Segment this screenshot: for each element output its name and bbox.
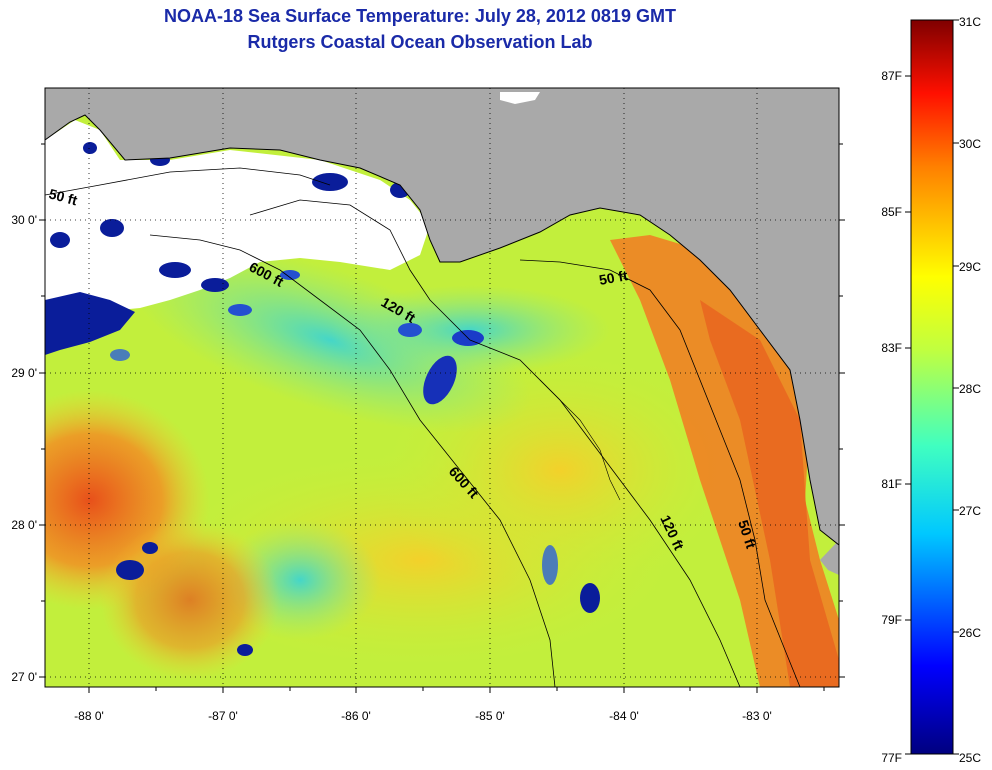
colorbar-f-label: 81F [881, 477, 902, 491]
lon-label: -88 0' [74, 709, 104, 723]
contour-label: 50 ft [598, 267, 629, 288]
contour-label: 50 ft [47, 185, 79, 208]
map-frame [44, 87, 840, 688]
lon-label: -83 0' [742, 709, 772, 723]
colorbar-ticks [905, 19, 959, 755]
coastline [45, 114, 839, 546]
colorbar-f-label: 87F [881, 69, 902, 83]
colorbar [910, 19, 954, 755]
cloud-mask [45, 120, 430, 330]
colorbar-c-label: 27C [959, 504, 981, 518]
lon-label: -84 0' [609, 709, 639, 723]
lat-label: 27 0' [11, 670, 37, 684]
colorbar-c-label: 26C [959, 626, 981, 640]
lat-label: 30 0' [11, 213, 37, 227]
colorbar-c-label: 28C [959, 382, 981, 396]
colorbar-f-label: 79F [881, 613, 902, 627]
colorbar-c-label: 29C [959, 260, 981, 274]
lat-label: 29 0' [11, 366, 37, 380]
contour-120ft [249, 199, 741, 687]
contour-50ft-west [45, 167, 331, 196]
map-title: NOAA-18 Sea Surface Temperature: July 28… [164, 6, 676, 26]
colorbar-c-label: 30C [959, 137, 981, 151]
axis-ticks [39, 143, 845, 693]
colorbar-f-label: 77F [881, 751, 902, 765]
lon-label: -87 0' [208, 709, 238, 723]
contour-600ft [149, 234, 556, 687]
contour-50ft-east [519, 259, 801, 687]
lon-label: -86 0' [341, 709, 371, 723]
colorbar-c-label: 25C [959, 751, 981, 765]
lat-label: 28 0' [11, 518, 37, 532]
map-subtitle: Rutgers Coastal Ocean Observation Lab [247, 32, 593, 52]
land-mass [45, 88, 839, 545]
colorbar-c-label: 31C [959, 15, 981, 29]
colorbar-f-label: 85F [881, 205, 902, 219]
lon-label: -85 0' [475, 709, 505, 723]
colorbar-f-label: 83F [881, 341, 902, 355]
